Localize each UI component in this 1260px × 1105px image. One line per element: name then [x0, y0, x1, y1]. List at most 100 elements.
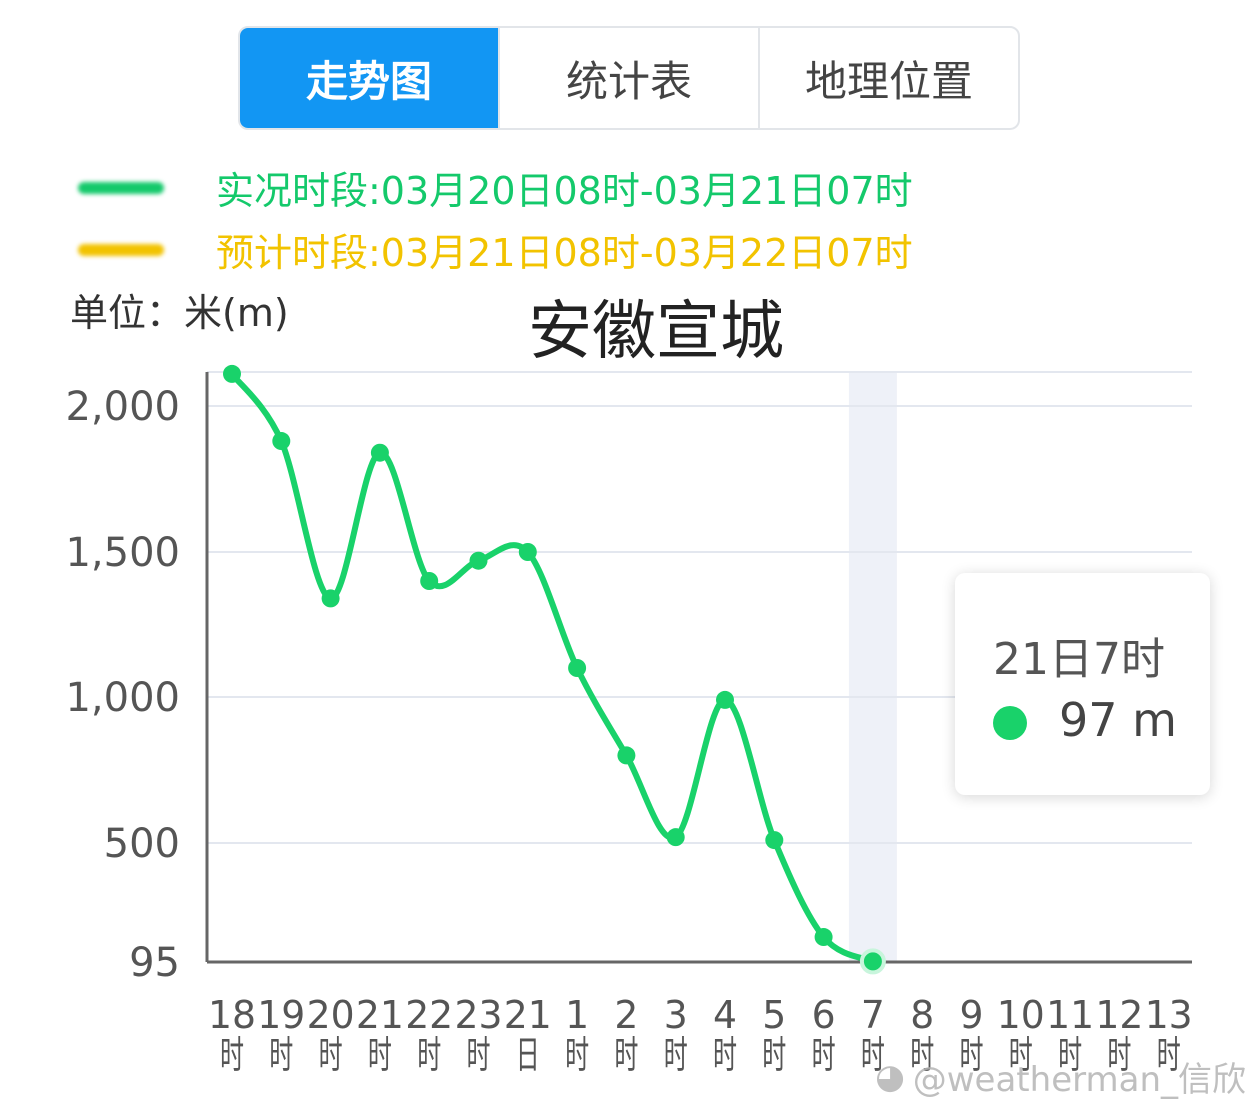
- x-tick-label: 7时: [861, 993, 885, 1077]
- x-tick-text: 时: [467, 1033, 491, 1077]
- x-tick-label: 2时: [614, 993, 638, 1077]
- y-tick-label: 500: [104, 821, 180, 867]
- x-tick-text: 时: [910, 1033, 934, 1077]
- x-tick-text: 13: [1145, 993, 1193, 1037]
- x-tick-text: 时: [565, 1033, 589, 1077]
- legend-forecast-swatch: [78, 243, 164, 256]
- tooltip: 21日7时 97 m: [955, 573, 1210, 795]
- x-tick-text: 6: [812, 993, 836, 1037]
- tooltip-title: 21日7时: [993, 634, 1165, 685]
- x-tick-text: 时: [269, 1033, 293, 1077]
- data-point: [321, 589, 340, 608]
- x-tick-label: 18时: [208, 993, 256, 1077]
- x-tick-label: 8时: [910, 993, 934, 1077]
- data-point: [716, 690, 734, 709]
- x-tick-label: 22时: [405, 993, 453, 1077]
- data-point: [223, 364, 241, 383]
- x-tick-text: 1: [565, 993, 589, 1037]
- data-point: [420, 572, 439, 590]
- data-point: [469, 551, 488, 570]
- x-tick-text: 7: [861, 993, 885, 1037]
- x-tick-text: 3: [664, 993, 688, 1037]
- tab-statistics[interactable]: 统计表: [500, 28, 760, 128]
- x-tick-text: 8: [910, 993, 934, 1037]
- data-point: [666, 828, 685, 847]
- highlight-band: [848, 372, 897, 962]
- x-tick-text: 日: [516, 1033, 540, 1077]
- chart-title: 安徽宣城: [528, 295, 784, 369]
- x-tick-label: 20时: [307, 993, 355, 1077]
- x-tick-text: 时: [762, 1033, 786, 1077]
- data-point: [518, 543, 537, 561]
- x-tick-label: 1时: [565, 993, 589, 1077]
- y-tick-label: 2,000: [65, 384, 180, 430]
- x-tick-label: 3时: [664, 993, 688, 1077]
- x-tick-label: 4时: [713, 993, 737, 1077]
- x-tick-label: 23时: [455, 993, 503, 1077]
- y-tick-label: 1,000: [65, 675, 180, 721]
- data-point: [859, 948, 886, 975]
- tab-location[interactable]: 地理位置: [804, 56, 973, 106]
- legend-observed-swatch: [78, 181, 164, 194]
- x-tick-text: 21: [356, 993, 404, 1037]
- watermark-text: @weatherman_信欣: [912, 1060, 1246, 1100]
- x-tick-label: 12时: [1095, 993, 1143, 1077]
- x-tick-text: 9: [960, 993, 984, 1037]
- weibo-icon: ◕: [875, 1056, 905, 1097]
- x-tick-text: 时: [861, 1033, 885, 1077]
- legend-observed: 实况时段:03月20日08时-03月21日07时: [78, 160, 913, 215]
- data-point: [370, 443, 389, 462]
- x-tick-text: 22: [405, 993, 453, 1037]
- x-tick-text: 4: [713, 993, 737, 1037]
- tooltip-value: 97 m: [1059, 693, 1177, 747]
- x-tick-text: 23: [455, 993, 503, 1037]
- x-tick-text: 时: [713, 1033, 737, 1077]
- x-tick-text: 5: [762, 993, 786, 1037]
- x-tick-text: 12: [1095, 993, 1143, 1037]
- x-tick-text: 18: [208, 993, 256, 1037]
- x-tick-text: 时: [1009, 1033, 1033, 1077]
- x-tick-label: 21日: [504, 993, 552, 1077]
- x-tick-label: 13时: [1145, 993, 1193, 1077]
- x-tick-text: 时: [614, 1033, 638, 1077]
- tab-trend[interactable]: 走势图: [240, 28, 500, 128]
- unit-label: 单位：米(m): [70, 291, 289, 335]
- x-tick-text: 21: [504, 993, 552, 1037]
- view-tabs: 走势图 统计表 地理位置: [238, 26, 1020, 130]
- x-tick-text: 时: [664, 1033, 688, 1077]
- x-tick-label: 21时: [356, 993, 404, 1077]
- x-tick-text: 时: [1107, 1033, 1131, 1077]
- x-tick-text: 19: [257, 993, 305, 1037]
- data-point: [568, 659, 587, 677]
- tooltip-series-dot: [993, 706, 1027, 740]
- x-tick-label: 5时: [762, 993, 786, 1077]
- legend-forecast-label: 预计时段:03月21日08时-03月22日07时: [216, 231, 913, 275]
- x-tick-text: 时: [960, 1033, 984, 1077]
- x-tick-text: 时: [812, 1033, 836, 1077]
- data-point: [617, 746, 636, 765]
- data-point: [765, 831, 784, 850]
- legend-observed-label: 实况时段:03月20日08时-03月21日07时: [216, 169, 913, 213]
- y-tick-label: 95: [129, 940, 180, 986]
- x-tick-text: 时: [417, 1033, 441, 1077]
- watermark: ◕ @weatherman_信欣: [875, 1052, 1246, 1101]
- legend-forecast: 预计时段:03月21日08时-03月22日07时: [78, 222, 913, 277]
- x-tick-text: 时: [1157, 1033, 1181, 1077]
- x-tick-label: 19时: [257, 993, 305, 1077]
- x-tick-label: 11时: [1046, 993, 1094, 1077]
- x-tick-label: 9时: [960, 993, 984, 1077]
- data-point: [272, 432, 291, 451]
- y-tick-label: 1,500: [65, 530, 180, 576]
- x-tick-label: 10时: [997, 993, 1045, 1077]
- x-tick-label: 6时: [812, 993, 836, 1077]
- x-tick-text: 11: [1046, 993, 1094, 1037]
- x-tick-text: 时: [1058, 1033, 1082, 1077]
- data-point: [814, 928, 833, 947]
- x-tick-text: 10: [997, 993, 1045, 1037]
- x-tick-text: 20: [307, 993, 355, 1037]
- x-tick-text: 时: [319, 1033, 343, 1077]
- x-tick-text: 时: [368, 1033, 392, 1077]
- x-tick-text: 时: [220, 1033, 244, 1077]
- series-line: [229, 372, 875, 965]
